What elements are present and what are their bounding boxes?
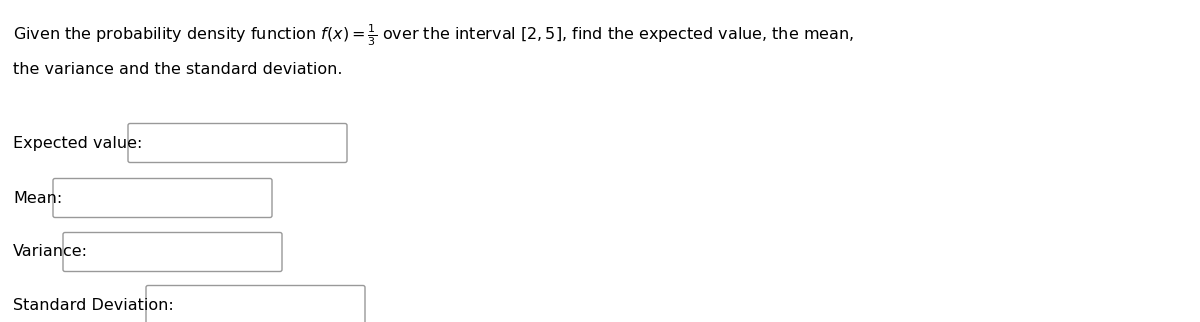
FancyBboxPatch shape bbox=[128, 124, 347, 163]
FancyBboxPatch shape bbox=[64, 232, 282, 271]
Text: Expected value:: Expected value: bbox=[13, 136, 143, 150]
Text: Given the probability density function $f(x) = \frac{1}{3}$ over the interval $[: Given the probability density function $… bbox=[13, 22, 854, 48]
Text: the variance and the standard deviation.: the variance and the standard deviation. bbox=[13, 62, 342, 77]
FancyBboxPatch shape bbox=[53, 178, 272, 217]
Text: Standard Deviation:: Standard Deviation: bbox=[13, 298, 174, 312]
Text: Mean:: Mean: bbox=[13, 191, 62, 205]
Text: Variance:: Variance: bbox=[13, 244, 88, 260]
FancyBboxPatch shape bbox=[146, 286, 365, 322]
